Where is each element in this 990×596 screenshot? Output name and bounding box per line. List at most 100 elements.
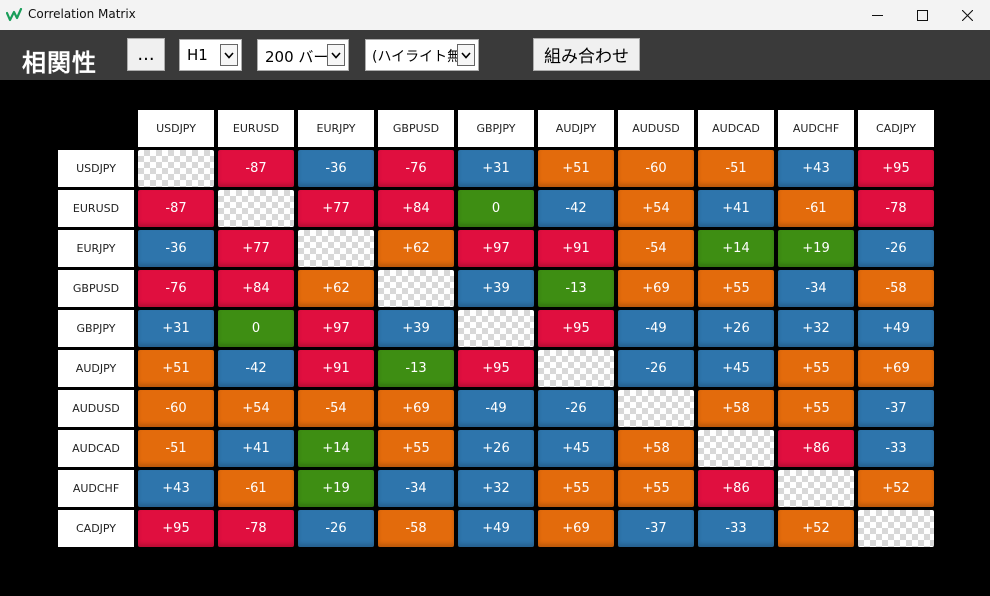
correlation-cell[interactable]: +69 [618, 270, 694, 307]
row-header-audcad: AUDCAD [58, 430, 134, 467]
correlation-cell[interactable]: +84 [218, 270, 294, 307]
correlation-cell[interactable]: -60 [618, 150, 694, 187]
correlation-cell[interactable]: +95 [538, 310, 614, 347]
correlation-cell[interactable]: +45 [538, 430, 614, 467]
highlight-select[interactable]: (ハイライト無) [365, 39, 479, 71]
correlation-cell[interactable]: -87 [138, 190, 214, 227]
correlation-cell[interactable]: +55 [698, 270, 774, 307]
correlation-cell[interactable]: -33 [698, 510, 774, 547]
correlation-cell[interactable]: +55 [618, 470, 694, 507]
correlation-cell[interactable]: +52 [778, 510, 854, 547]
correlation-cell[interactable]: +19 [298, 470, 374, 507]
correlation-cell[interactable]: +62 [298, 270, 374, 307]
correlation-cell[interactable]: -37 [618, 510, 694, 547]
correlation-cell[interactable]: +58 [698, 390, 774, 427]
correlation-cell[interactable]: -51 [698, 150, 774, 187]
correlation-cell[interactable]: +55 [778, 390, 854, 427]
correlation-cell[interactable]: +91 [538, 230, 614, 267]
correlation-cell[interactable]: +69 [858, 350, 934, 387]
correlation-cell[interactable]: -26 [298, 510, 374, 547]
correlation-cell[interactable]: -26 [858, 230, 934, 267]
correlation-cell[interactable]: +32 [458, 470, 534, 507]
timeframe-select[interactable]: H1 [179, 39, 242, 71]
correlation-cell[interactable]: +31 [138, 310, 214, 347]
correlation-cell[interactable]: -49 [458, 390, 534, 427]
correlation-cell[interactable]: -58 [378, 510, 454, 547]
correlation-cell[interactable]: -60 [138, 390, 214, 427]
correlation-cell[interactable]: -26 [618, 350, 694, 387]
correlation-cell[interactable]: +49 [858, 310, 934, 347]
correlation-cell[interactable]: -87 [218, 150, 294, 187]
correlation-cell[interactable]: 0 [458, 190, 534, 227]
correlation-cell[interactable]: +43 [138, 470, 214, 507]
correlation-cell[interactable]: -58 [858, 270, 934, 307]
correlation-cell[interactable]: +51 [138, 350, 214, 387]
correlation-cell[interactable]: +45 [698, 350, 774, 387]
correlation-cell[interactable]: +14 [298, 430, 374, 467]
correlation-cell[interactable]: +95 [858, 150, 934, 187]
correlation-cell[interactable]: +41 [218, 430, 294, 467]
correlation-cell[interactable]: +95 [458, 350, 534, 387]
correlation-cell[interactable]: -76 [138, 270, 214, 307]
correlation-cell[interactable]: -37 [858, 390, 934, 427]
correlation-cell[interactable]: +62 [378, 230, 454, 267]
correlation-cell[interactable]: -36 [138, 230, 214, 267]
correlation-cell[interactable]: -42 [538, 190, 614, 227]
correlation-cell[interactable]: -34 [778, 270, 854, 307]
correlation-cell[interactable]: +86 [778, 430, 854, 467]
correlation-cell[interactable]: +54 [218, 390, 294, 427]
correlation-cell[interactable]: +39 [378, 310, 454, 347]
correlation-cell[interactable]: -26 [538, 390, 614, 427]
correlation-cell[interactable]: -33 [858, 430, 934, 467]
correlation-cell[interactable]: -78 [218, 510, 294, 547]
correlation-cell[interactable]: +97 [298, 310, 374, 347]
correlation-cell[interactable]: +26 [458, 430, 534, 467]
correlation-cell[interactable]: +77 [218, 230, 294, 267]
correlation-cell[interactable]: +54 [618, 190, 694, 227]
correlation-cell[interactable]: +39 [458, 270, 534, 307]
correlation-cell[interactable]: -49 [618, 310, 694, 347]
correlation-cell[interactable]: +41 [698, 190, 774, 227]
correlation-cell[interactable]: +55 [538, 470, 614, 507]
correlation-cell[interactable]: +95 [138, 510, 214, 547]
correlation-cell[interactable]: +69 [378, 390, 454, 427]
correlation-cell[interactable]: +84 [378, 190, 454, 227]
combine-button[interactable]: 組み合わせ [533, 38, 640, 71]
correlation-cell[interactable]: -61 [778, 190, 854, 227]
column-header-audusd: AUDUSD [618, 110, 694, 147]
correlation-cell[interactable]: +86 [698, 470, 774, 507]
correlation-cell[interactable]: -13 [538, 270, 614, 307]
correlation-cell[interactable]: +31 [458, 150, 534, 187]
bars-select[interactable]: 200 バー [257, 39, 349, 71]
correlation-cell[interactable]: +55 [778, 350, 854, 387]
correlation-cell[interactable]: -78 [858, 190, 934, 227]
correlation-cell[interactable]: +52 [858, 470, 934, 507]
more-options-button[interactable]: ... [127, 38, 165, 71]
correlation-cell[interactable]: -61 [218, 470, 294, 507]
correlation-cell[interactable]: +51 [538, 150, 614, 187]
close-button[interactable] [944, 0, 990, 30]
correlation-cell[interactable]: +69 [538, 510, 614, 547]
correlation-cell[interactable]: -54 [298, 390, 374, 427]
correlation-cell[interactable]: +97 [458, 230, 534, 267]
correlation-cell[interactable]: +26 [698, 310, 774, 347]
correlation-cell[interactable]: +43 [778, 150, 854, 187]
correlation-cell[interactable]: +55 [378, 430, 454, 467]
correlation-cell[interactable]: -13 [378, 350, 454, 387]
correlation-cell[interactable]: +58 [618, 430, 694, 467]
correlation-cell[interactable]: -42 [218, 350, 294, 387]
correlation-cell[interactable]: -36 [298, 150, 374, 187]
correlation-cell[interactable]: -54 [618, 230, 694, 267]
correlation-cell[interactable]: 0 [218, 310, 294, 347]
correlation-cell[interactable]: +49 [458, 510, 534, 547]
maximize-button[interactable] [899, 0, 945, 30]
correlation-cell[interactable]: +14 [698, 230, 774, 267]
correlation-cell[interactable]: +91 [298, 350, 374, 387]
correlation-cell[interactable]: -76 [378, 150, 454, 187]
correlation-cell[interactable]: +32 [778, 310, 854, 347]
correlation-cell[interactable]: +19 [778, 230, 854, 267]
minimize-button[interactable] [854, 0, 900, 30]
correlation-cell[interactable]: +77 [298, 190, 374, 227]
correlation-cell[interactable]: -34 [378, 470, 454, 507]
correlation-cell[interactable]: -51 [138, 430, 214, 467]
